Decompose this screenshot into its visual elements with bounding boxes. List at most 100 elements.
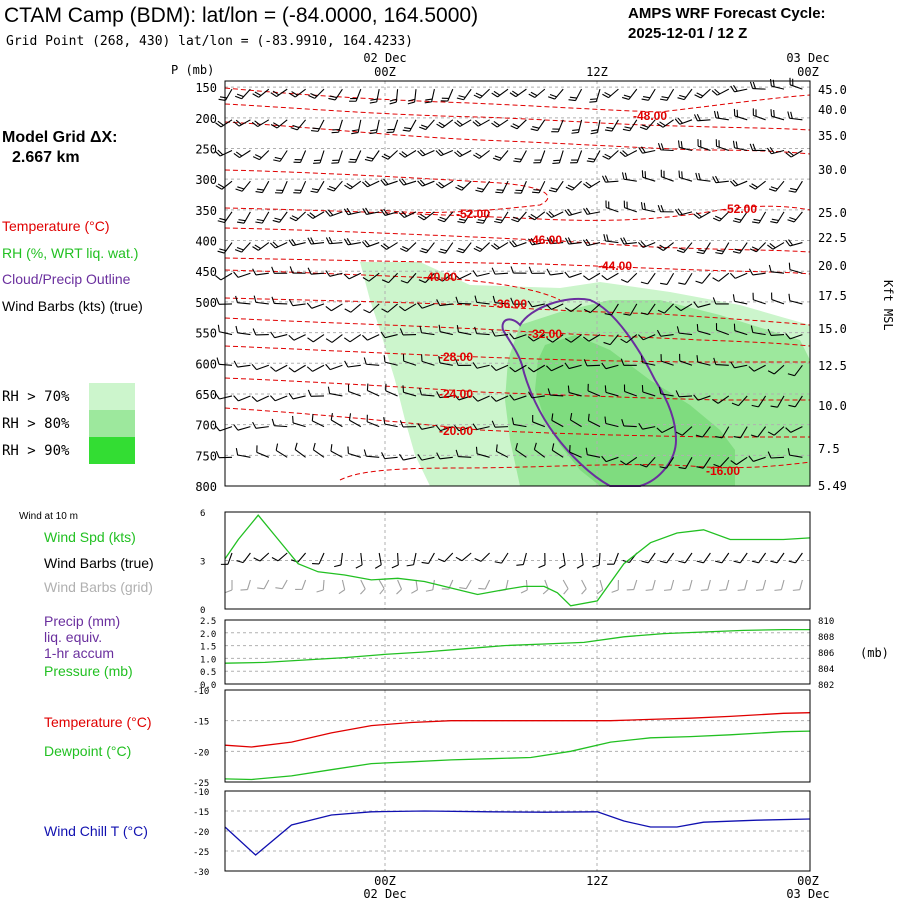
wind-barb	[403, 456, 417, 461]
windchill-tick: -25	[193, 848, 209, 858]
surface-barb-grid-feather	[425, 589, 433, 592]
wind-barb-feather	[362, 208, 367, 215]
wind-barb-feather	[219, 96, 228, 99]
wind-barb	[516, 119, 527, 130]
wind-barb	[459, 150, 472, 158]
wind-barb-feather	[660, 143, 664, 151]
surface-barb-grid	[599, 579, 604, 590]
wind-barb	[698, 211, 711, 219]
wind-barb-feather	[787, 373, 795, 377]
wind-barb-feather	[455, 186, 463, 191]
wind-barb-feather	[458, 247, 466, 252]
wind-barb-feather	[363, 357, 367, 365]
wind-barb	[313, 449, 325, 458]
wind-barb	[404, 150, 417, 158]
wind-barb	[366, 421, 380, 428]
wind-barb	[421, 303, 435, 309]
wind-barb	[388, 272, 398, 283]
wind-barb	[367, 180, 380, 188]
wind-barb-feather	[546, 212, 552, 218]
wind-barb-feather	[343, 337, 351, 343]
wind-barb	[238, 395, 251, 402]
wind-barb	[770, 456, 785, 459]
wind-barb	[625, 456, 638, 466]
wind-barb-feather	[234, 249, 242, 253]
wind-barb-feather	[787, 111, 791, 119]
wind-barb-feather	[530, 128, 538, 132]
wind-barb	[697, 119, 711, 122]
wind-barb	[642, 208, 656, 213]
wind-barb	[314, 88, 325, 99]
wind-barb-feather	[381, 452, 386, 459]
wind-barb	[605, 391, 619, 397]
top-date-1: 02 Dec	[363, 51, 406, 65]
wind-barb	[660, 334, 674, 337]
wind-barb-feather	[288, 367, 295, 373]
wind-barb-feather	[421, 247, 429, 252]
temperature-contour	[224, 103, 811, 131]
wind-barb-feather	[511, 240, 518, 247]
surface-barb-grid-feather	[755, 589, 764, 591]
surface-barb-true	[340, 552, 343, 565]
wind-barb-feather	[785, 239, 791, 247]
wind-barb	[646, 119, 656, 130]
wind-barb	[219, 426, 233, 432]
wind-barb	[721, 426, 730, 439]
wind-barb	[258, 242, 270, 251]
wind-barb	[331, 334, 343, 343]
wind-barb-feather	[590, 132, 598, 135]
wind-barb	[223, 242, 233, 254]
wind-barb-feather	[383, 243, 390, 249]
wind-barb-feather	[788, 190, 796, 193]
wind-barb	[447, 88, 454, 102]
surface-barb-true	[413, 552, 417, 565]
temperature-contour-label: -20.00	[439, 424, 473, 438]
wind-barb	[439, 362, 453, 366]
wind-barb-feather	[788, 262, 791, 270]
wind-barb	[679, 360, 693, 366]
wind-barb-feather	[343, 238, 349, 246]
wind-barb-feather	[622, 128, 630, 132]
temperature-contour	[224, 227, 811, 253]
wind-barb	[789, 334, 803, 340]
wind-barb	[294, 364, 306, 373]
wind-barb-feather	[491, 122, 498, 128]
wind-barb-feather	[533, 442, 537, 450]
wind-barb	[387, 303, 398, 313]
wind-barb	[629, 303, 638, 316]
wind-barb-feather	[475, 119, 482, 126]
wind-barb-feather	[458, 218, 466, 222]
wind-barb	[276, 119, 288, 129]
wind-barb-feather	[236, 93, 244, 98]
wind-barb	[496, 119, 509, 128]
wind-barb	[414, 89, 417, 103]
wind-barb-feather	[546, 365, 552, 372]
wind-barb-feather	[767, 328, 772, 336]
surface-barb-grid	[562, 579, 569, 589]
wind-barb-feather	[674, 118, 681, 125]
wind-barb-feather	[475, 245, 483, 251]
wind-barb-feather	[494, 155, 502, 159]
wind-barb	[439, 303, 453, 307]
windchill-tick: -10	[193, 788, 209, 798]
wind-barb-feather	[749, 143, 754, 151]
precip-tick-labels: 2.5 2.0 1.5 1.0 0.5 0.0	[200, 617, 216, 691]
wind-barb-feather	[656, 329, 662, 337]
wind-barb	[404, 303, 417, 312]
temperature-contour	[339, 461, 811, 481]
surface-barb-grid-feather	[542, 588, 549, 595]
wind-barb	[237, 332, 251, 336]
wind-barb-feather	[514, 157, 522, 160]
surface-barb-true	[684, 552, 693, 564]
wind-barb	[793, 211, 803, 223]
wind-barb	[789, 242, 803, 247]
precip-label: Precip (mm)	[44, 613, 120, 629]
wind-barb	[647, 303, 656, 315]
wind-barb	[375, 119, 380, 133]
wind-barb-feather	[714, 88, 721, 95]
wind-barb-feather	[729, 180, 736, 187]
wind-barb-feather	[214, 150, 221, 157]
temperature-tick: -15	[193, 718, 209, 728]
wind-barb	[442, 272, 454, 282]
surface-barb-grid-feather	[596, 589, 604, 595]
